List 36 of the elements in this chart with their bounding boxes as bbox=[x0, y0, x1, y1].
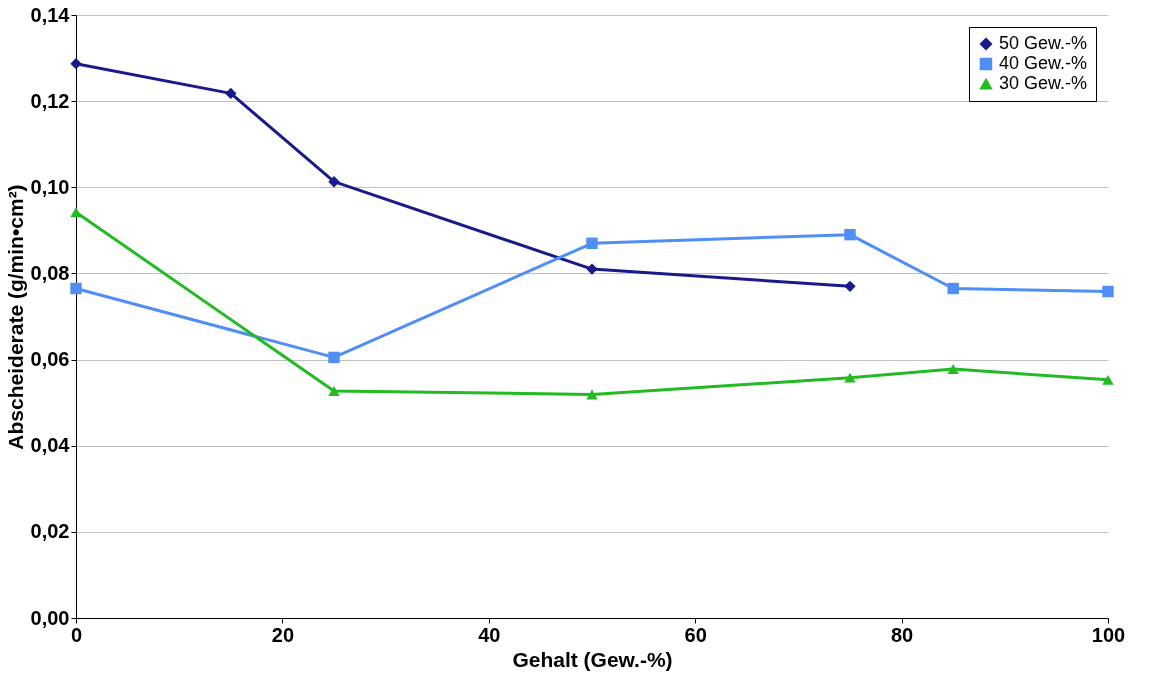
legend-label: 50 Gew.-% bbox=[999, 33, 1088, 53]
point bbox=[1102, 374, 1114, 385]
point bbox=[844, 280, 856, 293]
y-tick-label: 0,10 bbox=[30, 175, 70, 198]
x-tick-label: 40 bbox=[478, 623, 501, 646]
x-tick-label: 60 bbox=[684, 623, 707, 646]
point bbox=[70, 57, 82, 70]
y-axis-title: Abscheiderate (g/min•cm²) bbox=[3, 184, 27, 450]
y-tick-label: 0,04 bbox=[30, 434, 71, 457]
point bbox=[844, 228, 856, 241]
x-tick-label: 80 bbox=[890, 623, 914, 646]
y-tick-label: 0,06 bbox=[30, 348, 70, 371]
point bbox=[947, 364, 959, 374]
y-tick-label: 0,14 bbox=[30, 3, 71, 26]
point bbox=[328, 386, 340, 396]
point bbox=[70, 207, 82, 218]
legend-label: 30 Gew.-% bbox=[999, 73, 1088, 93]
legend-label: 40 Gew.-% bbox=[999, 53, 1088, 73]
y-tick-label: 0,02 bbox=[30, 520, 70, 543]
point bbox=[1102, 285, 1114, 298]
x-tick-label: 0 bbox=[70, 623, 83, 646]
x-tick-label: 20 bbox=[271, 623, 295, 646]
point bbox=[586, 389, 598, 400]
x-axis-title: Gehalt (Gew.-%) bbox=[512, 647, 673, 671]
y-tick-label: 0,08 bbox=[30, 261, 70, 284]
point bbox=[328, 175, 340, 188]
y-tick-label: 0,00 bbox=[30, 606, 70, 629]
point bbox=[225, 87, 237, 100]
x-tick-label: 100 bbox=[1091, 623, 1126, 646]
y-tick-label: 0,12 bbox=[30, 89, 70, 112]
point bbox=[586, 237, 598, 249]
point bbox=[70, 282, 82, 295]
point bbox=[844, 372, 856, 383]
point bbox=[947, 282, 959, 295]
point bbox=[328, 351, 340, 364]
point bbox=[586, 263, 598, 275]
